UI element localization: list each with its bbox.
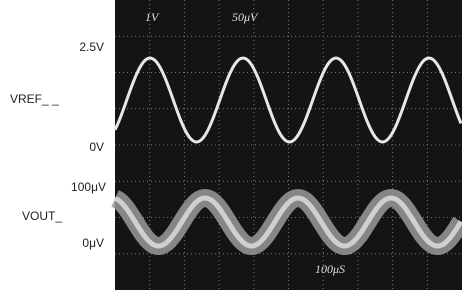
vref-bottom-label: 0V [89, 140, 104, 154]
vout-name: VOUT_ [22, 209, 62, 223]
vref-name: VREF_ _ [10, 92, 59, 106]
vref-top-label: 2.5V [79, 40, 104, 54]
vout-bottom-label: 0μV [82, 236, 104, 250]
vout-top-label: 100μV [71, 180, 106, 194]
time-scale: 100μS [315, 262, 345, 276]
scope-figure: 1V 50μV 100μS 2.5V VREF_ _ 0V 100μV VOUT… [0, 0, 462, 290]
ch1-scale: 1V [145, 10, 160, 24]
ch2-scale: 50μV [232, 10, 259, 24]
